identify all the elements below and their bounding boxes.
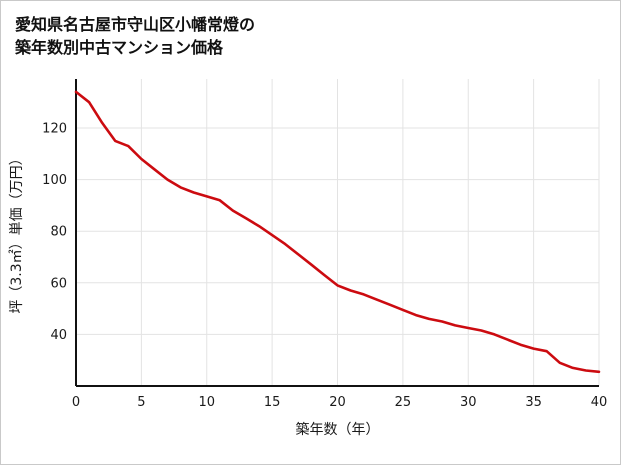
chart-title: 愛知県名古屋市守山区小幡常燈の 築年数別中古マンション価格: [1, 1, 620, 59]
axes: [75, 79, 599, 388]
price-series-line: [74, 90, 601, 374]
x-tick-label: 30: [460, 395, 477, 410]
y-tick-label: 60: [50, 277, 67, 292]
x-tick-label: 20: [329, 395, 346, 410]
tick-labels: 0 5 10 15 20 25 30 35 40 40 60 80 100 120: [42, 122, 607, 410]
y-tick-label: 80: [50, 225, 67, 240]
chart-title-line-1: 愛知県名古屋市守山区小幡常燈の: [15, 15, 256, 34]
x-tick-label: 15: [264, 395, 281, 410]
y-tick-label: 120: [42, 122, 67, 137]
gridlines: [76, 79, 600, 387]
y-tick-label: 100: [42, 173, 67, 188]
chart-title-line-2: 築年数別中古マンション価格: [15, 38, 224, 58]
x-tick-label: 40: [591, 395, 608, 410]
x-axis-label: 築年数（年）: [296, 422, 380, 438]
x-tick-label: 10: [198, 395, 215, 410]
y-tick-label: 40: [50, 328, 67, 343]
x-tick-label: 25: [395, 395, 412, 410]
x-tick-label: 0: [72, 395, 80, 410]
x-tick-label: 5: [137, 395, 145, 410]
y-axis-label: 坪（3.3㎡）単価（万円）: [9, 152, 25, 314]
line-chart: 0 5 10 15 20 25 30 35 40 40 60 80 100 120 築年数（年） 坪（3.3㎡…: [9, 79, 607, 438]
x-tick-label: 35: [525, 395, 542, 410]
